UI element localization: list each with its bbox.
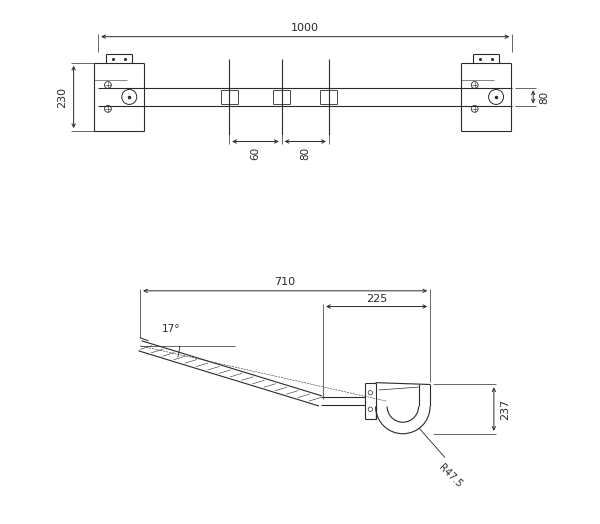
Text: 17°: 17° (162, 324, 181, 334)
Text: R47.5: R47.5 (437, 463, 464, 490)
Text: 80: 80 (540, 90, 550, 104)
Text: 60: 60 (250, 146, 260, 160)
Text: 1000: 1000 (291, 23, 319, 34)
Text: 80: 80 (300, 146, 310, 160)
Text: 225: 225 (366, 293, 387, 304)
Text: 230: 230 (57, 86, 67, 107)
Text: 237: 237 (500, 398, 511, 420)
Text: 710: 710 (275, 277, 296, 288)
